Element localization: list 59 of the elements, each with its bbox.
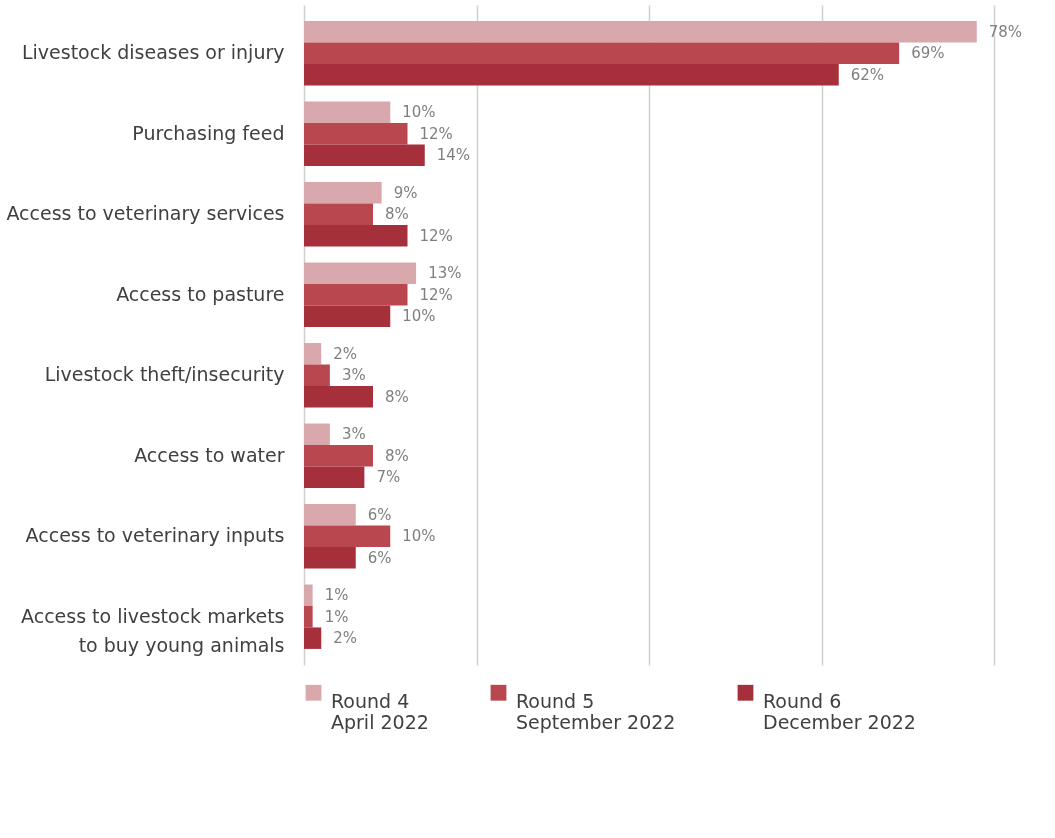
data-label: 6% — [367, 505, 392, 524]
data-label: 1% — [324, 607, 349, 626]
legend-label: Round 4 April 2022 — [331, 689, 429, 733]
data-label: 3% — [341, 425, 366, 444]
data-label: 10% — [402, 307, 436, 326]
data-label: 10% — [402, 527, 436, 546]
bar — [304, 364, 330, 386]
data-label: 13% — [428, 264, 462, 283]
y-tick-label: Access to veterinary inputs — [25, 524, 285, 547]
bar — [304, 525, 391, 547]
data-label: 12% — [419, 226, 453, 245]
data-label: 12% — [419, 285, 453, 304]
y-tick-label: Access to water — [134, 443, 285, 466]
data-label: 78% — [988, 22, 1023, 41]
data-label: 2% — [333, 629, 358, 648]
bar — [304, 605, 313, 628]
data-label: 14% — [436, 146, 471, 165]
bar — [304, 343, 322, 365]
data-label: 1% — [324, 586, 349, 605]
bar — [304, 64, 839, 86]
y-tick-label: Purchasing feed — [132, 121, 285, 144]
bar — [304, 546, 356, 569]
bar — [304, 123, 408, 145]
data-label: 10% — [402, 103, 436, 122]
bar — [304, 627, 322, 649]
bar — [304, 225, 408, 247]
bar — [304, 423, 330, 445]
data-label: 69% — [911, 44, 945, 63]
bar — [304, 101, 391, 124]
data-label: 3% — [341, 366, 366, 385]
y-tick-label: Access to pasture — [116, 282, 285, 305]
bar — [304, 284, 408, 306]
bar — [304, 504, 356, 526]
legend-label: Round 6 December 2022 — [763, 689, 916, 733]
data-label: 2% — [333, 344, 358, 363]
data-label: 8% — [385, 205, 409, 224]
bar — [304, 445, 373, 467]
bar — [304, 182, 382, 204]
bar — [304, 144, 425, 166]
y-tick-label: Access to veterinary services — [6, 202, 285, 225]
bar — [304, 385, 373, 408]
data-label: 9% — [393, 183, 418, 202]
bar — [304, 42, 900, 65]
y-tick-label: Access to livestock markets to buy young animals — [21, 604, 285, 656]
y-tick-label: Livestock diseases or injury — [21, 41, 285, 64]
bar — [304, 262, 417, 285]
data-label: 7% — [376, 468, 401, 487]
legend-label: Round 5 September 2022 — [516, 689, 676, 733]
data-label: 8% — [385, 446, 409, 465]
bar — [304, 21, 977, 43]
data-label: 8% — [385, 387, 409, 406]
bar — [304, 305, 391, 327]
bar — [304, 584, 313, 606]
data-label: 62% — [850, 65, 885, 84]
bar — [304, 203, 373, 225]
y-tick-label: Livestock theft/insecurity — [44, 363, 285, 386]
data-label: 6% — [367, 548, 392, 567]
bar — [304, 466, 365, 488]
data-label: 12% — [419, 124, 453, 143]
